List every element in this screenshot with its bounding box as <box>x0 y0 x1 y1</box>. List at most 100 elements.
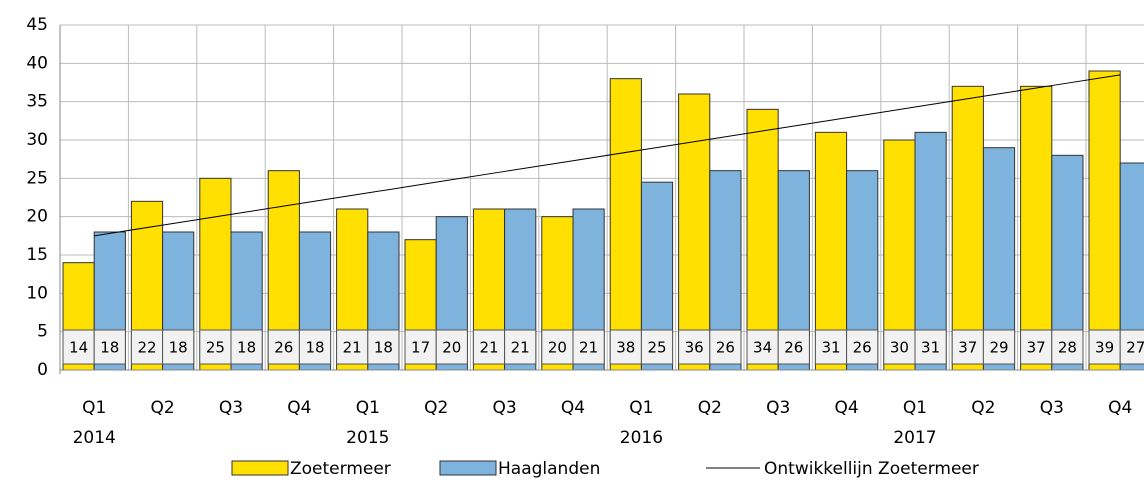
data-label: 20 <box>442 339 461 357</box>
x-tick-label: Q4 <box>834 398 858 418</box>
data-label: 21 <box>511 339 530 357</box>
data-label-box <box>130 329 164 365</box>
data-label: 21 <box>579 339 598 357</box>
data-label: 28 <box>1058 339 1077 357</box>
data-label: 14 <box>69 339 88 357</box>
x-tick-label: Q4 <box>287 398 311 418</box>
y-tick-label: 5 <box>37 322 48 342</box>
data-label: 30 <box>890 339 909 357</box>
data-label-box <box>951 329 984 365</box>
data-label-box <box>1088 329 1121 365</box>
data-label: 31 <box>821 339 840 357</box>
y-tick-label: 15 <box>26 245 48 265</box>
data-label: 18 <box>305 339 324 357</box>
legend-swatch <box>439 460 497 476</box>
x-tick-label: Q3 <box>766 398 790 418</box>
data-label-box <box>199 329 232 365</box>
x-tick-label: Q4 <box>1108 398 1132 418</box>
y-tick-label: 45 <box>26 15 48 35</box>
data-label-box <box>93 329 126 365</box>
data-label-box <box>914 329 947 365</box>
x-group-label: 2015 <box>346 428 389 448</box>
data-label-box <box>404 329 437 365</box>
data-label-box <box>1051 329 1084 365</box>
data-label: 18 <box>100 339 119 357</box>
x-tick-label: Q2 <box>424 398 448 418</box>
legend-label: Ontwikkellijn Zoetermeer <box>764 459 979 479</box>
x-tick-label: Q2 <box>150 398 174 418</box>
data-label-box <box>336 329 369 365</box>
x-tick-label: Q1 <box>82 398 106 418</box>
data-label: 26 <box>853 339 872 357</box>
bar <box>1020 85 1053 371</box>
x-tick-label: Q3 <box>1040 398 1064 418</box>
data-label: 18 <box>374 339 393 357</box>
y-tick-label: 0 <box>37 360 48 380</box>
data-label-box <box>435 329 468 365</box>
data-label: 29 <box>989 339 1008 357</box>
x-tick-label: Q3 <box>492 398 516 418</box>
data-label: 21 <box>343 339 362 357</box>
x-group-label: 2016 <box>620 428 663 448</box>
data-label: 25 <box>647 339 666 357</box>
y-tick-label: 40 <box>26 53 48 73</box>
data-label: 37 <box>1027 339 1046 357</box>
data-label: 21 <box>479 339 498 357</box>
data-label: 27 <box>1126 339 1144 357</box>
x-tick-label: Q1 <box>903 398 927 418</box>
y-tick-label: 25 <box>26 168 48 188</box>
x-tick-label: Q1 <box>629 398 653 418</box>
bar <box>678 93 711 371</box>
data-label: 26 <box>784 339 803 357</box>
data-label-box <box>230 329 263 365</box>
data-label-box <box>814 329 848 365</box>
bar <box>951 85 984 371</box>
x-tick-label: Q4 <box>561 398 585 418</box>
data-label: 38 <box>616 339 635 357</box>
y-tick-label: 10 <box>26 283 48 303</box>
x-group-label: 2017 <box>893 428 936 448</box>
data-label-box <box>1119 329 1144 365</box>
bar <box>1088 70 1121 371</box>
data-label-box <box>62 329 95 365</box>
data-label-box <box>982 329 1016 365</box>
data-label: 20 <box>548 339 567 357</box>
trend-line <box>94 74 1121 237</box>
y-tick-label: 35 <box>26 92 48 112</box>
data-label-box <box>846 329 879 365</box>
data-label: 18 <box>169 339 188 357</box>
x-tick-label: Q1 <box>356 398 380 418</box>
data-label-box <box>267 329 300 365</box>
legend-swatch <box>231 460 289 476</box>
x-group-label: 2014 <box>73 428 116 448</box>
bar <box>609 78 642 371</box>
data-label-box <box>504 329 537 365</box>
x-tick-label: Q2 <box>971 398 995 418</box>
data-label-box <box>609 329 642 365</box>
data-label-box <box>367 329 400 365</box>
data-label: 26 <box>274 339 293 357</box>
data-label: 22 <box>137 339 156 357</box>
data-label-box <box>640 329 674 365</box>
x-tick-label: Q3 <box>219 398 243 418</box>
data-label: 31 <box>921 339 940 357</box>
data-label: 34 <box>753 339 772 357</box>
data-label: 37 <box>958 339 977 357</box>
data-label-box <box>746 329 779 365</box>
data-label: 39 <box>1095 339 1114 357</box>
data-label-box <box>709 329 742 365</box>
data-label-box <box>777 329 810 365</box>
data-label-box <box>162 329 195 365</box>
data-label: 17 <box>411 339 430 357</box>
data-label: 25 <box>206 339 225 357</box>
data-label: 18 <box>237 339 256 357</box>
legend-label: Zoetermeer <box>290 459 391 479</box>
data-label: 36 <box>685 339 704 357</box>
data-label: 26 <box>716 339 735 357</box>
data-label-box <box>678 329 711 365</box>
data-label-box <box>541 329 574 365</box>
data-label-box <box>572 329 605 365</box>
y-tick-label: 30 <box>26 130 48 150</box>
data-label-box <box>298 329 332 365</box>
